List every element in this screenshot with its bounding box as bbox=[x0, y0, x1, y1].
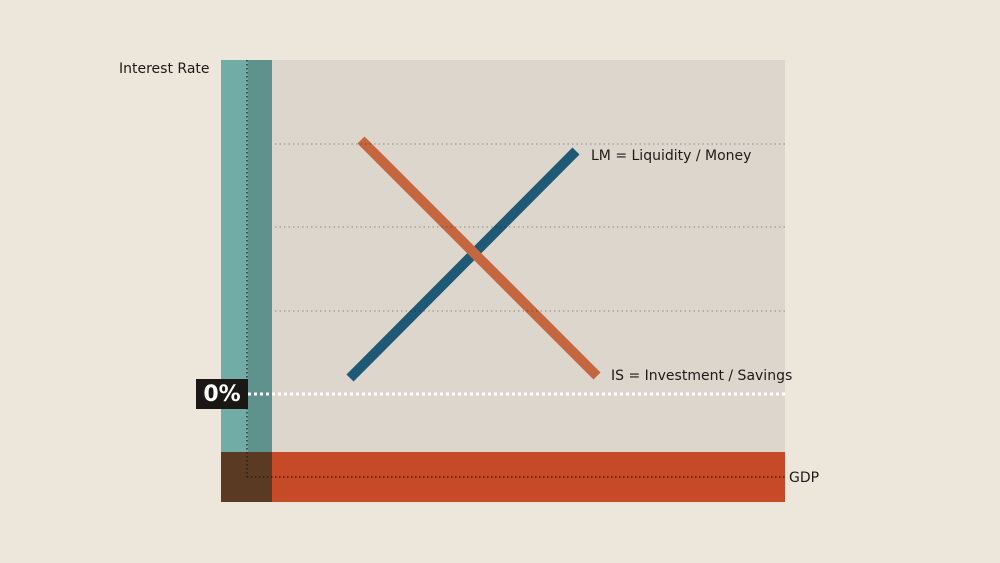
is-label: IS = Investment / Savings bbox=[611, 368, 792, 384]
y-axis-label: Interest Rate bbox=[119, 61, 210, 77]
curves bbox=[346, 136, 601, 382]
x-axis-label: GDP bbox=[789, 470, 819, 486]
zero-label-box bbox=[196, 379, 248, 409]
is-curve bbox=[357, 136, 601, 380]
zero-label: 0% bbox=[203, 382, 240, 407]
lm-label: LM = Liquidity / Money bbox=[591, 148, 751, 164]
lm-curve bbox=[346, 147, 580, 382]
y-axis-band-shade bbox=[248, 60, 272, 452]
